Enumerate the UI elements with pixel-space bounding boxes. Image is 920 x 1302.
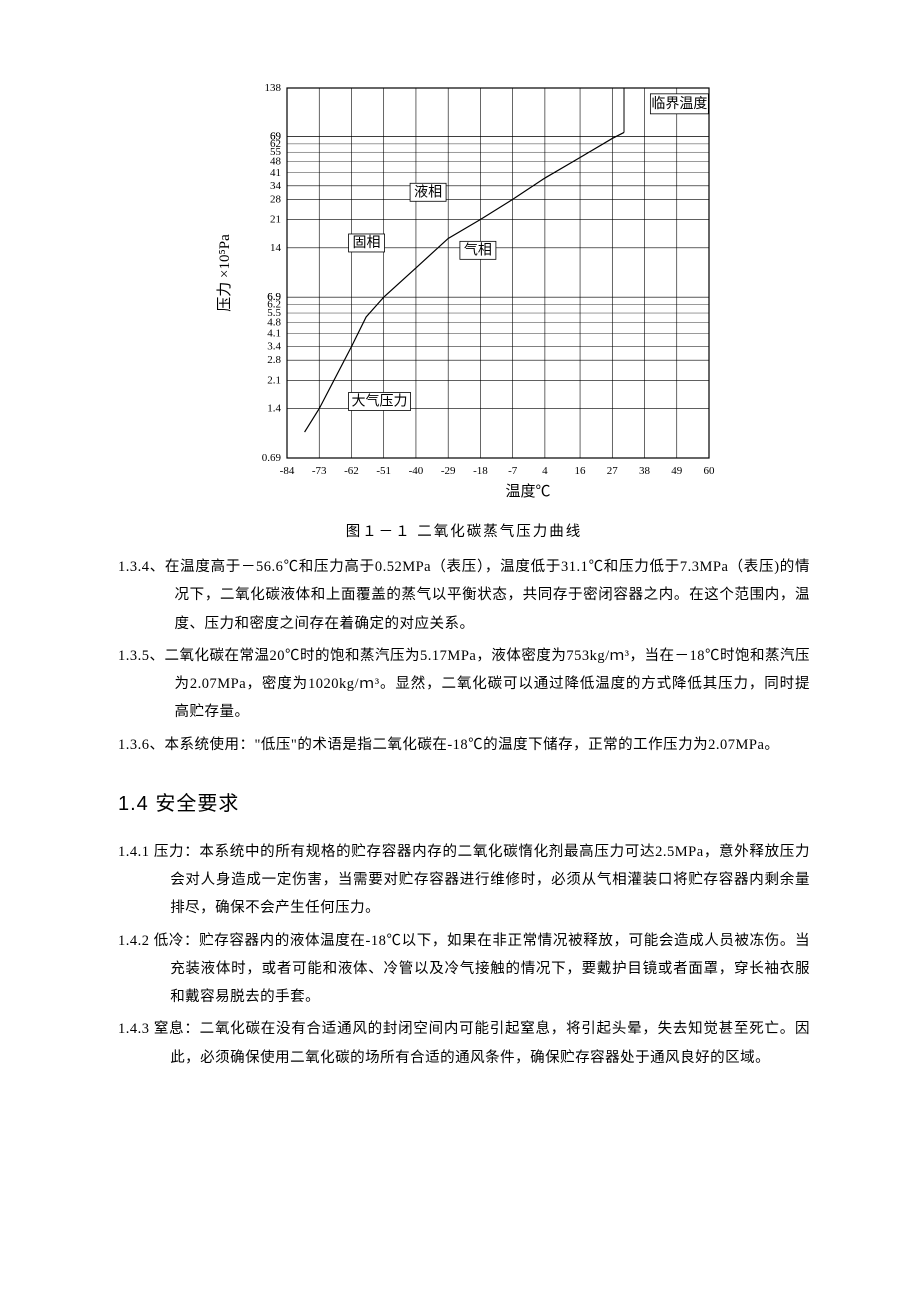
svg-text:固相: 固相 — [353, 235, 381, 251]
svg-text:0.69: 0.69 — [262, 452, 282, 464]
para-1-3-6: 1.3.6、本系统使用："低压"的术语是指二氧化碳在-18℃的温度下储存，正常的… — [118, 731, 810, 759]
svg-text:-62: -62 — [344, 465, 359, 477]
svg-text:-40: -40 — [409, 465, 424, 477]
svg-text:69: 69 — [270, 130, 282, 142]
svg-text:34: 34 — [270, 180, 282, 192]
svg-text:4: 4 — [542, 465, 548, 477]
svg-text:6.9: 6.9 — [267, 291, 281, 303]
svg-text:49: 49 — [671, 465, 683, 477]
svg-text:16: 16 — [575, 465, 587, 477]
para-1-4-1: 1.4.1 压力：本系统中的所有规格的贮存容器内存的二氧化碳惰化剂最高压力可达2… — [118, 838, 810, 923]
svg-text:-18: -18 — [473, 465, 488, 477]
svg-text:压力 ×10⁵Pa: 压力 ×10⁵Pa — [216, 234, 233, 312]
svg-text:温度℃: 温度℃ — [505, 483, 550, 500]
svg-text:138: 138 — [265, 82, 282, 94]
svg-text:1.4: 1.4 — [267, 403, 281, 415]
svg-text:4.1: 4.1 — [267, 328, 281, 340]
para-1-4-2: 1.4.2 低冷：贮存容器内的液体温度在-18℃以下，如果在非正常情况被释放，可… — [118, 927, 810, 1012]
para-1-3-5: 1.3.5、二氧化碳在常温20℃时的饱和蒸汽压为5.17MPa，液体密度为753… — [118, 642, 810, 727]
svg-text:2.1: 2.1 — [267, 374, 281, 386]
vapor-pressure-chart: -84 -73 -62 -51 -40 -29 -18 -7 4 16 27 38 49 60 0.69 1.… — [199, 80, 729, 510]
svg-text:气相: 气相 — [464, 242, 492, 258]
svg-text:-51: -51 — [376, 465, 391, 477]
svg-text:21: 21 — [270, 213, 281, 225]
svg-text:液相: 液相 — [414, 184, 442, 200]
svg-text:60: 60 — [704, 465, 716, 477]
svg-text:2.8: 2.8 — [267, 354, 281, 366]
heading-1-4: 1.4 安全要求 — [118, 787, 810, 816]
svg-text:大气压力: 大气压力 — [352, 393, 408, 409]
para-1-4-3: 1.4.3 窒息：二氧化碳在没有合适通风的封闭空间内可能引起窒息，将引起头晕，失… — [118, 1015, 810, 1072]
svg-text:-29: -29 — [441, 465, 456, 477]
figure-caption: 图１－１ 二氧化碳蒸气压力曲线 — [118, 520, 810, 541]
chart-svg: -84 -73 -62 -51 -40 -29 -18 -7 4 16 27 38 49 60 0.69 1.… — [199, 80, 729, 510]
svg-text:临界温度: 临界温度 — [651, 96, 707, 112]
svg-text:28: 28 — [270, 193, 282, 205]
svg-text:-84: -84 — [280, 465, 295, 477]
svg-text:41: 41 — [270, 167, 281, 179]
svg-text:-7: -7 — [508, 465, 518, 477]
svg-text:27: 27 — [607, 465, 619, 477]
svg-text:38: 38 — [639, 465, 651, 477]
svg-text:-73: -73 — [312, 465, 327, 477]
para-1-3-4: 1.3.4、在温度高于－56.6℃和压力高于0.52MPa（表压），温度低于31… — [118, 553, 810, 638]
svg-text:3.4: 3.4 — [267, 341, 281, 353]
svg-text:14: 14 — [270, 242, 282, 254]
